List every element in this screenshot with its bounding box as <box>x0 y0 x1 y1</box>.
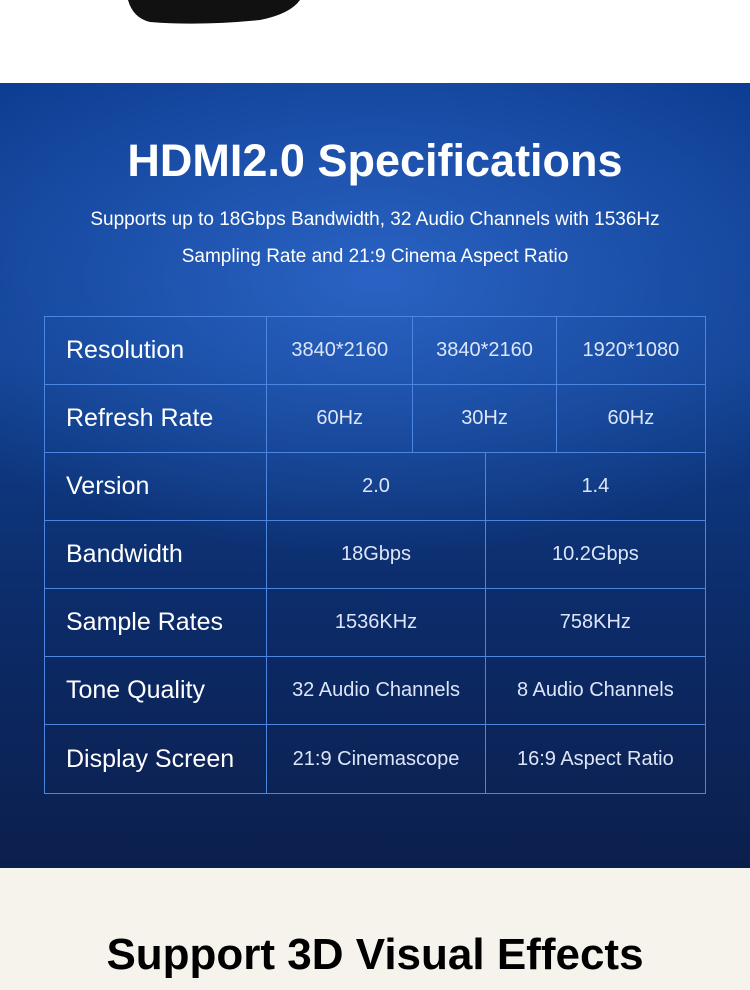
table-cell: 3840*2160 <box>291 339 389 361</box>
table-row: Sample Rates 1536KHz 758KHz <box>45 589 705 657</box>
table-cell: 1.4 <box>484 453 705 520</box>
table-cell: 60Hz <box>316 407 364 429</box>
table-cell: 8 Audio Channels <box>484 657 705 724</box>
table-cell: 3840*2160 <box>412 317 555 384</box>
footer-title: Support 3D Visual Effects <box>106 930 644 979</box>
spec-table: Resolution 3840*2160 3840*2160 1920*1080 Ref… <box>44 316 706 794</box>
table-row: Tone Quality 32 Audio Channels 8 Audio Cha… <box>45 657 705 725</box>
table-cell: 758KHz <box>484 589 705 656</box>
table-cell: 30Hz <box>412 385 555 452</box>
product-image <box>128 0 300 24</box>
table-cell: 1920*1080 <box>555 317 705 384</box>
row-label: Resolution <box>45 317 268 384</box>
table-cell: 21:9 Cinemascope <box>292 747 460 770</box>
table-row: Bandwidth 18Gbps 10.2Gbps <box>45 521 705 589</box>
table-cell: 18Gbps <box>341 543 412 565</box>
table-row: Version 2.0 1.4 <box>45 453 705 521</box>
footer-section: Support 3D Visual Effects <box>0 868 750 990</box>
table-cell: 2.0 <box>362 475 390 497</box>
table-cell: 10.2Gbps <box>484 521 705 588</box>
table-row: Resolution 3840*2160 3840*2160 1920*1080 <box>45 317 705 385</box>
section-title: HDMI2.0 Specifications <box>127 135 623 186</box>
row-label: Tone Quality <box>45 657 268 724</box>
row-label: Refresh Rate <box>45 385 268 452</box>
table-cell: 1536KHz <box>334 611 418 633</box>
spec-section: HDMI2.0 Specifications Supports up to 18… <box>0 83 750 868</box>
table-cell: 16:9 Aspect Ratio <box>484 725 705 793</box>
table-cell: 60Hz <box>555 385 705 452</box>
subtitle: Sampling Rate and 21:9 Cinema Aspect Rat… <box>181 246 569 267</box>
row-label: Version <box>45 453 268 520</box>
row-label: Sample Rates <box>45 589 268 656</box>
table-cell: 32 Audio Channels <box>292 679 460 701</box>
product-area <box>0 0 750 83</box>
table-row: Display Screen 21:9 Cinemascope 16:9 Aspec… <box>45 725 705 793</box>
row-label: Display Screen <box>45 725 268 793</box>
row-label: Bandwidth <box>45 521 268 588</box>
table-row: Refresh Rate 60Hz 30Hz 60Hz <box>45 385 705 453</box>
subtitle: Supports up to 18Gbps Bandwidth, 32 Audi… <box>90 209 660 230</box>
